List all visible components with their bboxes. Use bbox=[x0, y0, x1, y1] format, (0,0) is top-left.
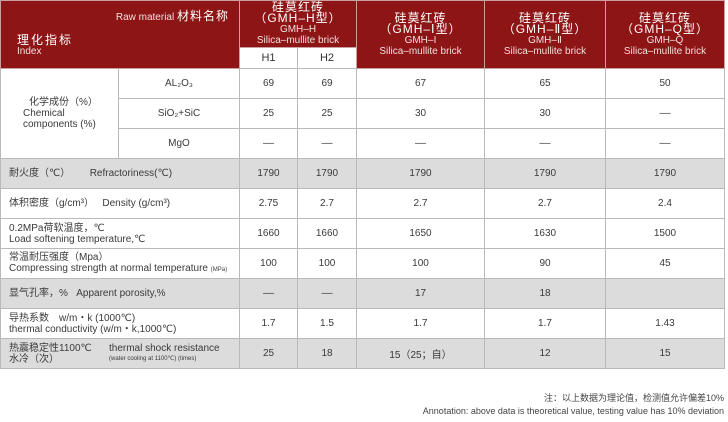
table-cell: 1790 bbox=[297, 158, 357, 189]
column-header-gmh-2: 硅莫红砖 （GMH–Ⅱ型） GMH–Ⅱ Silica–mullite brick bbox=[484, 0, 606, 69]
header-corner: Raw material 材料名称 理化指标 Index bbox=[0, 0, 240, 69]
table-cell: 25 bbox=[239, 338, 298, 369]
table-cell: 12 bbox=[484, 338, 606, 369]
table-cell: 15 bbox=[605, 338, 725, 369]
table-cell: 45 bbox=[605, 248, 725, 279]
table-cell: 1660 bbox=[297, 218, 357, 249]
column-header-gmh-h: 硅莫红砖 （GMH–H型） GMH–H Silica–mullite brick bbox=[239, 0, 357, 48]
table-cell: –– bbox=[297, 128, 357, 159]
index-label: 理化指标 Index bbox=[17, 33, 74, 57]
table-cell: 1650 bbox=[356, 218, 485, 249]
column-header-gmh-1: 硅莫红砖 （GMH–Ⅰ型） GMH–Ⅰ Silica–mullite brick bbox=[356, 0, 485, 69]
component-name: SiO₂+SiC bbox=[118, 98, 240, 129]
property-label: 常温耐压强度（Mpa） Compressing strength at norm… bbox=[0, 248, 240, 279]
note-zh: 注：以上数据为理论值，检测值允许偏差10% bbox=[543, 393, 724, 403]
table-cell: 25 bbox=[297, 98, 357, 129]
table-cell: 30 bbox=[356, 98, 485, 129]
property-label: 耐火度（℃） Refractoriness(℃) bbox=[0, 158, 240, 189]
component-name: MgO bbox=[118, 128, 240, 159]
raw-material-zh: 材料名称 bbox=[176, 9, 229, 23]
subheader-h2: H2 bbox=[297, 47, 357, 69]
table-row: 体积密度（g/cm³） Density (g/cm³) 2.75 2.7 2.7… bbox=[0, 188, 725, 219]
table-cell: –– bbox=[239, 128, 298, 159]
table-cell bbox=[605, 278, 725, 309]
table-cell: –– bbox=[239, 278, 298, 309]
table-row: 耐火度（℃） Refractoriness(℃) 1790 1790 1790 … bbox=[0, 158, 725, 189]
table-cell: 1.7 bbox=[484, 308, 606, 339]
chem-label: 化学成份（%） Chemical components (%) bbox=[0, 68, 119, 159]
table-cell: 1.43 bbox=[605, 308, 725, 339]
table-cell: 100 bbox=[297, 248, 357, 279]
table-cell: –– bbox=[484, 128, 606, 159]
header-row: Raw material 材料名称 理化指标 Index 硅莫红砖 （GMH–H… bbox=[0, 0, 725, 69]
table-row: 常温耐压强度（Mpa） Compressing strength at norm… bbox=[0, 248, 725, 279]
table-cell: 1.5 bbox=[297, 308, 357, 339]
table-cell: 1630 bbox=[484, 218, 606, 249]
property-label: 显气孔率，% Apparent porosity,% bbox=[0, 278, 240, 309]
raw-material-label: Raw material 材料名称 bbox=[115, 9, 229, 23]
column-header-gmh-q: 硅莫红砖 （GMH–Q型） GMH–Q Silica–mullite brick bbox=[605, 0, 725, 69]
table-cell: 2.7 bbox=[356, 188, 485, 219]
table-cell: 1.7 bbox=[239, 308, 298, 339]
table-cell: 25 bbox=[239, 98, 298, 129]
properties-table: Raw material 材料名称 理化指标 Index 硅莫红砖 （GMH–H… bbox=[0, 0, 725, 369]
table-cell: 2.75 bbox=[239, 188, 298, 219]
property-label: 体积密度（g/cm³） Density (g/cm³) bbox=[0, 188, 240, 219]
table-cell: 90 bbox=[484, 248, 606, 279]
table-cell: 69 bbox=[239, 68, 298, 99]
table-cell: 100 bbox=[356, 248, 485, 279]
table-cell: –– bbox=[605, 98, 725, 129]
subheader-row: H1 H2 bbox=[1, 47, 725, 69]
table-cell: 67 bbox=[356, 68, 485, 99]
table-cell: 1660 bbox=[239, 218, 298, 249]
table-row: 热震稳定性1100℃ 水冷（次） thermal shock resistanc… bbox=[0, 338, 725, 369]
property-label: 热震稳定性1100℃ 水冷（次） thermal shock resistanc… bbox=[0, 338, 240, 369]
table-cell: 50 bbox=[605, 68, 725, 99]
table-row: 显气孔率，% Apparent porosity,% –– –– 17 18 bbox=[0, 278, 725, 309]
table-cell: –– bbox=[297, 278, 357, 309]
table-cell: 1500 bbox=[605, 218, 725, 249]
table-cell: 2.7 bbox=[484, 188, 606, 219]
table-cell: 1790 bbox=[356, 158, 485, 189]
component-name: AL₂O₃ bbox=[118, 68, 240, 99]
table-cell: 69 bbox=[297, 68, 357, 99]
table-cell: 15（25；自） bbox=[356, 338, 485, 369]
table-cell: 2.4 bbox=[605, 188, 725, 219]
table-row: 化学成份（%） Chemical components (%) AL₂O₃ 69… bbox=[0, 68, 725, 159]
property-label: 0.2MPa荷软温度，℃ Load softening temperature,… bbox=[0, 218, 240, 249]
table-row: 导热系数 w/m・k (1000℃) thermal conductivity … bbox=[0, 308, 725, 339]
subheader-h1: H1 bbox=[239, 47, 298, 69]
table-cell: 1790 bbox=[484, 158, 606, 189]
table-cell: 1.7 bbox=[356, 308, 485, 339]
table-cell: 30 bbox=[484, 98, 606, 129]
table-cell: 100 bbox=[239, 248, 298, 279]
table-cell: 1790 bbox=[605, 158, 725, 189]
table-cell: –– bbox=[356, 128, 485, 159]
table-cell: 17 bbox=[356, 278, 485, 309]
property-label: 导热系数 w/m・k (1000℃) thermal conductivity … bbox=[0, 308, 240, 339]
table-cell: 65 bbox=[484, 68, 606, 99]
table-cell: 18 bbox=[484, 278, 606, 309]
table-cell: 18 bbox=[297, 338, 357, 369]
table-cell: 1790 bbox=[239, 158, 298, 189]
table-cell: –– bbox=[605, 128, 725, 159]
table-row: 0.2MPa荷软温度，℃ Load softening temperature,… bbox=[0, 218, 725, 249]
table-cell: 2.7 bbox=[297, 188, 357, 219]
note-en: Annotation: above data is theoretical va… bbox=[422, 406, 724, 416]
